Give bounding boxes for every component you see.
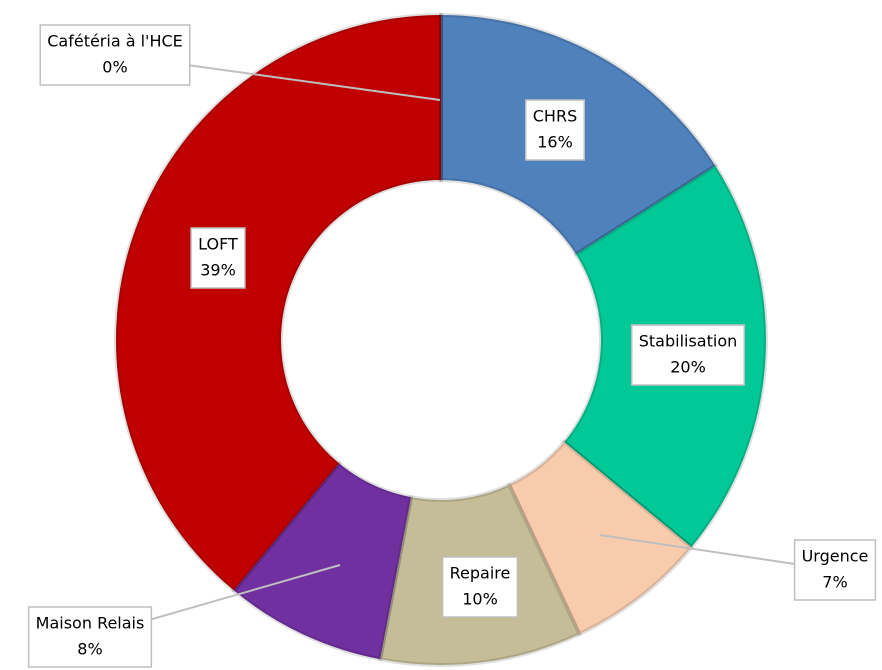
label-box xyxy=(441,556,519,618)
data-label: Cafétéria à l'HCE 0% xyxy=(39,24,441,101)
label-value: 20% xyxy=(670,358,706,377)
label-name: Maison Relais xyxy=(36,614,145,633)
label-name: LOFT xyxy=(198,235,238,254)
label-value: 16% xyxy=(537,133,573,152)
label-box xyxy=(525,99,585,161)
label-value: 10% xyxy=(462,590,498,609)
data-label: Maison Relais 8% xyxy=(27,564,341,668)
donut-slice xyxy=(507,439,694,637)
data-label: Stabilisation 20% xyxy=(630,324,746,386)
data-label: Urgence 7% xyxy=(599,534,877,601)
label-box xyxy=(630,324,746,386)
label-value: 0% xyxy=(102,58,127,77)
label-value: 8% xyxy=(77,640,102,659)
label-value: 39% xyxy=(200,261,236,280)
label-name: CHRS xyxy=(533,107,577,126)
label-box xyxy=(190,227,246,289)
donut-slice xyxy=(114,13,443,593)
label-name: Urgence xyxy=(802,547,869,566)
label-box xyxy=(27,606,153,668)
label-name: Stabilisation xyxy=(639,332,738,351)
label-name: Cafétéria à l'HCE xyxy=(47,32,183,51)
label-box xyxy=(793,539,877,601)
label-name: Repaire xyxy=(450,564,511,583)
label-value: 7% xyxy=(822,573,847,592)
data-label: Repaire 10% xyxy=(441,556,519,618)
label-box xyxy=(39,24,191,86)
data-label: CHRS 16% xyxy=(525,99,585,161)
donut-slice xyxy=(231,461,414,662)
data-label: LOFT 39% xyxy=(190,227,246,289)
